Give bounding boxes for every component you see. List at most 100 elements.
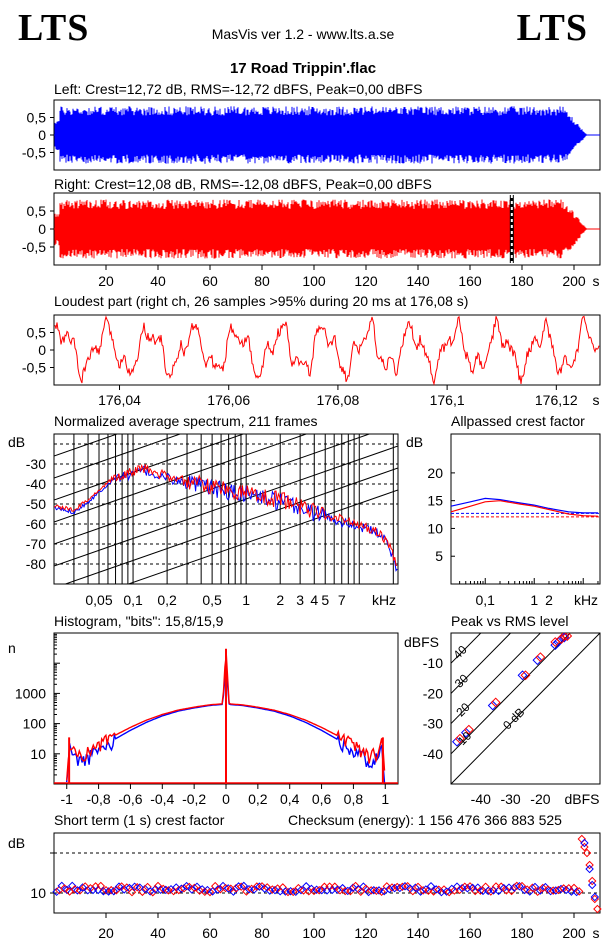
short-crest-right-point bbox=[346, 886, 355, 896]
spectrum-ytick-label: -70 bbox=[26, 536, 46, 552]
short-crest-xtick-label: 100 bbox=[302, 925, 326, 941]
short-crest-right-point bbox=[75, 886, 85, 895]
histogram-xtick-label: 0,2 bbox=[248, 791, 268, 807]
allpass-ylabel: dB bbox=[406, 434, 423, 450]
file-title: 17 Road Trippin'.flac bbox=[229, 60, 377, 77]
time-xtick-label: 180 bbox=[510, 273, 534, 289]
short-crest-left-point bbox=[52, 887, 61, 897]
short-crest-right-point bbox=[127, 887, 137, 897]
short-crest-tail-left bbox=[590, 892, 600, 902]
histogram-xtick-label: -0,8 bbox=[87, 791, 111, 807]
short-crest-right-point bbox=[320, 882, 329, 892]
spectrum-ytick-label: -80 bbox=[26, 556, 46, 572]
spectrum-slope bbox=[54, 434, 182, 479]
short-crest-right-point bbox=[574, 887, 584, 896]
short-crest-right-point bbox=[434, 885, 444, 894]
allpass-ytick-label: 5 bbox=[435, 548, 443, 564]
peak-rms-right-point bbox=[463, 724, 474, 735]
time-xtick-label: 140 bbox=[406, 273, 430, 289]
short-crest-left-point bbox=[239, 881, 249, 891]
short-crest-right-point bbox=[91, 882, 100, 891]
left-ytick-label: -0,5 bbox=[22, 145, 46, 161]
short-crest-right-point bbox=[242, 887, 251, 896]
short-crest-xtick-label: 160 bbox=[458, 925, 482, 941]
short-crest-ytick-label: 10 bbox=[30, 885, 46, 901]
short-crest-right-point bbox=[366, 886, 376, 895]
short-crest-right-point bbox=[226, 884, 236, 893]
short-crest-right-point bbox=[252, 882, 262, 891]
histogram-xtick-label: -0,4 bbox=[150, 791, 174, 807]
short-crest-right-point bbox=[564, 883, 574, 893]
short-crest-right-point bbox=[351, 881, 360, 891]
peak-rms-left-point bbox=[532, 655, 543, 666]
app-title: MasVis ver 1.2 - www.lts.a.se bbox=[211, 26, 395, 42]
allpass-frame bbox=[450, 433, 601, 585]
short-crest-left-point bbox=[73, 886, 82, 895]
spectrum-xtick-label: 0,05 bbox=[85, 592, 112, 608]
spectrum-unit: kHz bbox=[372, 592, 396, 608]
short-crest-left-point bbox=[426, 881, 436, 891]
short-crest-left-point bbox=[515, 882, 524, 891]
peak-rms-ytick-label: -20 bbox=[423, 685, 443, 701]
short-crest-title: Short term (1 s) crest factor bbox=[54, 812, 225, 828]
allpass-left-line bbox=[450, 497, 598, 514]
short-crest-right-point bbox=[96, 881, 106, 891]
time-xtick-label: 60 bbox=[202, 273, 218, 289]
short-crest-right-point bbox=[476, 886, 485, 895]
spectrum-slope bbox=[54, 434, 56, 435]
spectrum-slope bbox=[54, 434, 119, 457]
allpass-ytick-label: 10 bbox=[427, 520, 443, 536]
time-xtick-label: 120 bbox=[354, 273, 378, 289]
short-crest-xtick-label: 200 bbox=[562, 925, 586, 941]
short-crest-right-point bbox=[304, 886, 314, 896]
left-ytick-label: 0,5 bbox=[27, 110, 47, 126]
peak-rms-crest-line bbox=[451, 633, 482, 664]
short-crest-left-point bbox=[187, 885, 197, 894]
peak-rms-left-point bbox=[517, 670, 528, 681]
histogram-ytick-label: 100 bbox=[23, 716, 47, 732]
short-crest-xtick-label: 80 bbox=[254, 925, 270, 941]
peak-rms-ytick-label: -10 bbox=[423, 655, 443, 671]
short-crest-left-point bbox=[62, 885, 72, 895]
short-crest-right-point bbox=[502, 886, 511, 895]
short-crest-left-point bbox=[405, 884, 415, 893]
loudest-unit: s bbox=[593, 392, 600, 408]
short-crest-left-point bbox=[88, 885, 98, 895]
histogram-xtick-label: -0,2 bbox=[182, 791, 206, 807]
loudest-xtick-label: 176,08 bbox=[317, 392, 360, 408]
allpass-right-line bbox=[450, 500, 599, 517]
loudest-xtick-label: 176,12 bbox=[535, 392, 578, 408]
short-crest-left-point bbox=[463, 884, 472, 893]
spectrum-xtick-label: 1 bbox=[242, 592, 250, 608]
right-ytick-label: -0,5 bbox=[22, 239, 46, 255]
short-crest-right-point bbox=[138, 887, 147, 897]
allpass-ytick-label: 15 bbox=[427, 493, 443, 509]
short-crest-left-point bbox=[541, 882, 550, 892]
short-crest-left-point bbox=[317, 885, 327, 895]
time-xtick-label: 20 bbox=[98, 273, 114, 289]
short-crest-right-point bbox=[408, 886, 418, 896]
allpass-xtick-label: 1 bbox=[530, 592, 538, 608]
spectrum-xtick-label: 3 bbox=[296, 592, 304, 608]
peak-rms-xtick-label: -40 bbox=[471, 791, 491, 807]
right-ytick-label: 0,5 bbox=[27, 203, 47, 219]
peak-rms-ylabel: dBFS bbox=[404, 634, 439, 650]
short-crest-right-point bbox=[340, 886, 350, 896]
peak-rms-right-point bbox=[562, 633, 573, 641]
histogram-xtick-label: -1 bbox=[61, 791, 74, 807]
short-crest-tail-left bbox=[587, 880, 597, 890]
peak-rms-frame bbox=[450, 632, 601, 785]
short-crest-left-point bbox=[249, 885, 259, 894]
short-crest-tail-right bbox=[582, 848, 592, 858]
histogram-xtick-label: 0,8 bbox=[344, 791, 364, 807]
peak-rms-right-point bbox=[559, 633, 570, 641]
short-crest-right-point bbox=[148, 887, 158, 897]
histogram-xtick-label: 1 bbox=[381, 791, 389, 807]
time-xtick-label: 100 bbox=[302, 273, 326, 289]
allpass-unit: kHz bbox=[574, 592, 598, 608]
peak-rms-crest-line bbox=[451, 633, 542, 725]
short-crest-tail-right bbox=[593, 904, 602, 914]
allpass-title: Allpassed crest factor bbox=[451, 413, 585, 429]
short-crest-left-point bbox=[83, 886, 93, 895]
